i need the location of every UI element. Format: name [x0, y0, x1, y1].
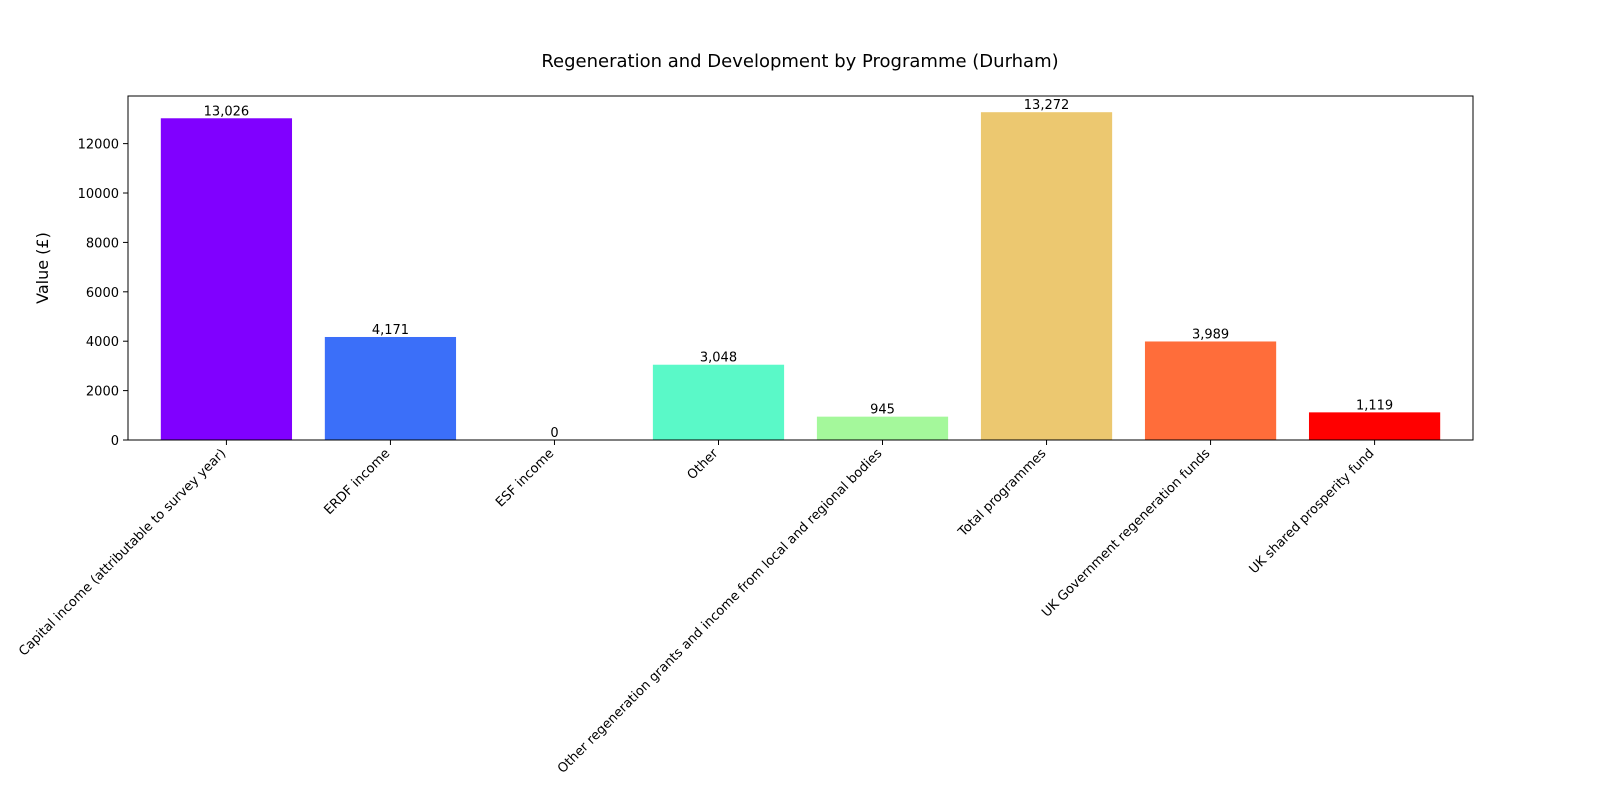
bar — [816, 416, 949, 440]
x-axis: Capital income (attributable to survey y… — [16, 440, 1377, 777]
data-label: 4,171 — [372, 323, 409, 338]
x-tick-label: Total programmes — [955, 446, 1050, 541]
bar — [160, 118, 293, 440]
data-label: 13,026 — [204, 104, 250, 119]
data-label: 945 — [870, 403, 895, 418]
data-label: 3,048 — [700, 351, 737, 366]
chart-title: Regeneration and Development by Programm… — [541, 51, 1058, 72]
y-tick-label: 2000 — [86, 385, 119, 400]
x-tick-label: Capital income (attributable to survey y… — [16, 446, 229, 659]
x-tick-label: ESF income — [493, 446, 557, 510]
x-tick-label: Other — [685, 446, 722, 483]
data-labels: 13,026 4,171 0 3,048 945 13,272 3,989 1,119 — [204, 98, 1394, 441]
y-axis-label: Value (£) — [33, 232, 52, 304]
y-tick-label: 6000 — [86, 286, 119, 301]
y-tick-label: 12000 — [78, 138, 119, 153]
bar — [1144, 341, 1277, 440]
bar — [980, 112, 1113, 440]
bar — [652, 364, 785, 440]
data-label: 3,989 — [1192, 327, 1229, 342]
data-label: 13,272 — [1024, 98, 1070, 113]
y-tick-label: 10000 — [78, 187, 119, 202]
bar — [1308, 412, 1441, 440]
y-axis: 0 2000 4000 6000 8000 10000 12000 — [78, 138, 128, 449]
data-label: 0 — [550, 426, 558, 441]
bars — [160, 112, 1441, 440]
plot-area-frame — [127, 95, 1474, 441]
x-tick-label: Other regeneration grants and income fro… — [555, 446, 885, 776]
data-label: 1,119 — [1356, 398, 1393, 413]
y-tick-label: 4000 — [86, 335, 119, 350]
y-tick-label: 0 — [111, 434, 119, 449]
x-tick-label: UK shared prosperity fund — [1247, 446, 1378, 577]
bar — [324, 336, 457, 440]
x-tick-label: UK Government regeneration funds — [1039, 446, 1213, 620]
x-tick-label: ERDF income — [322, 446, 394, 518]
y-tick-label: 8000 — [86, 236, 119, 251]
